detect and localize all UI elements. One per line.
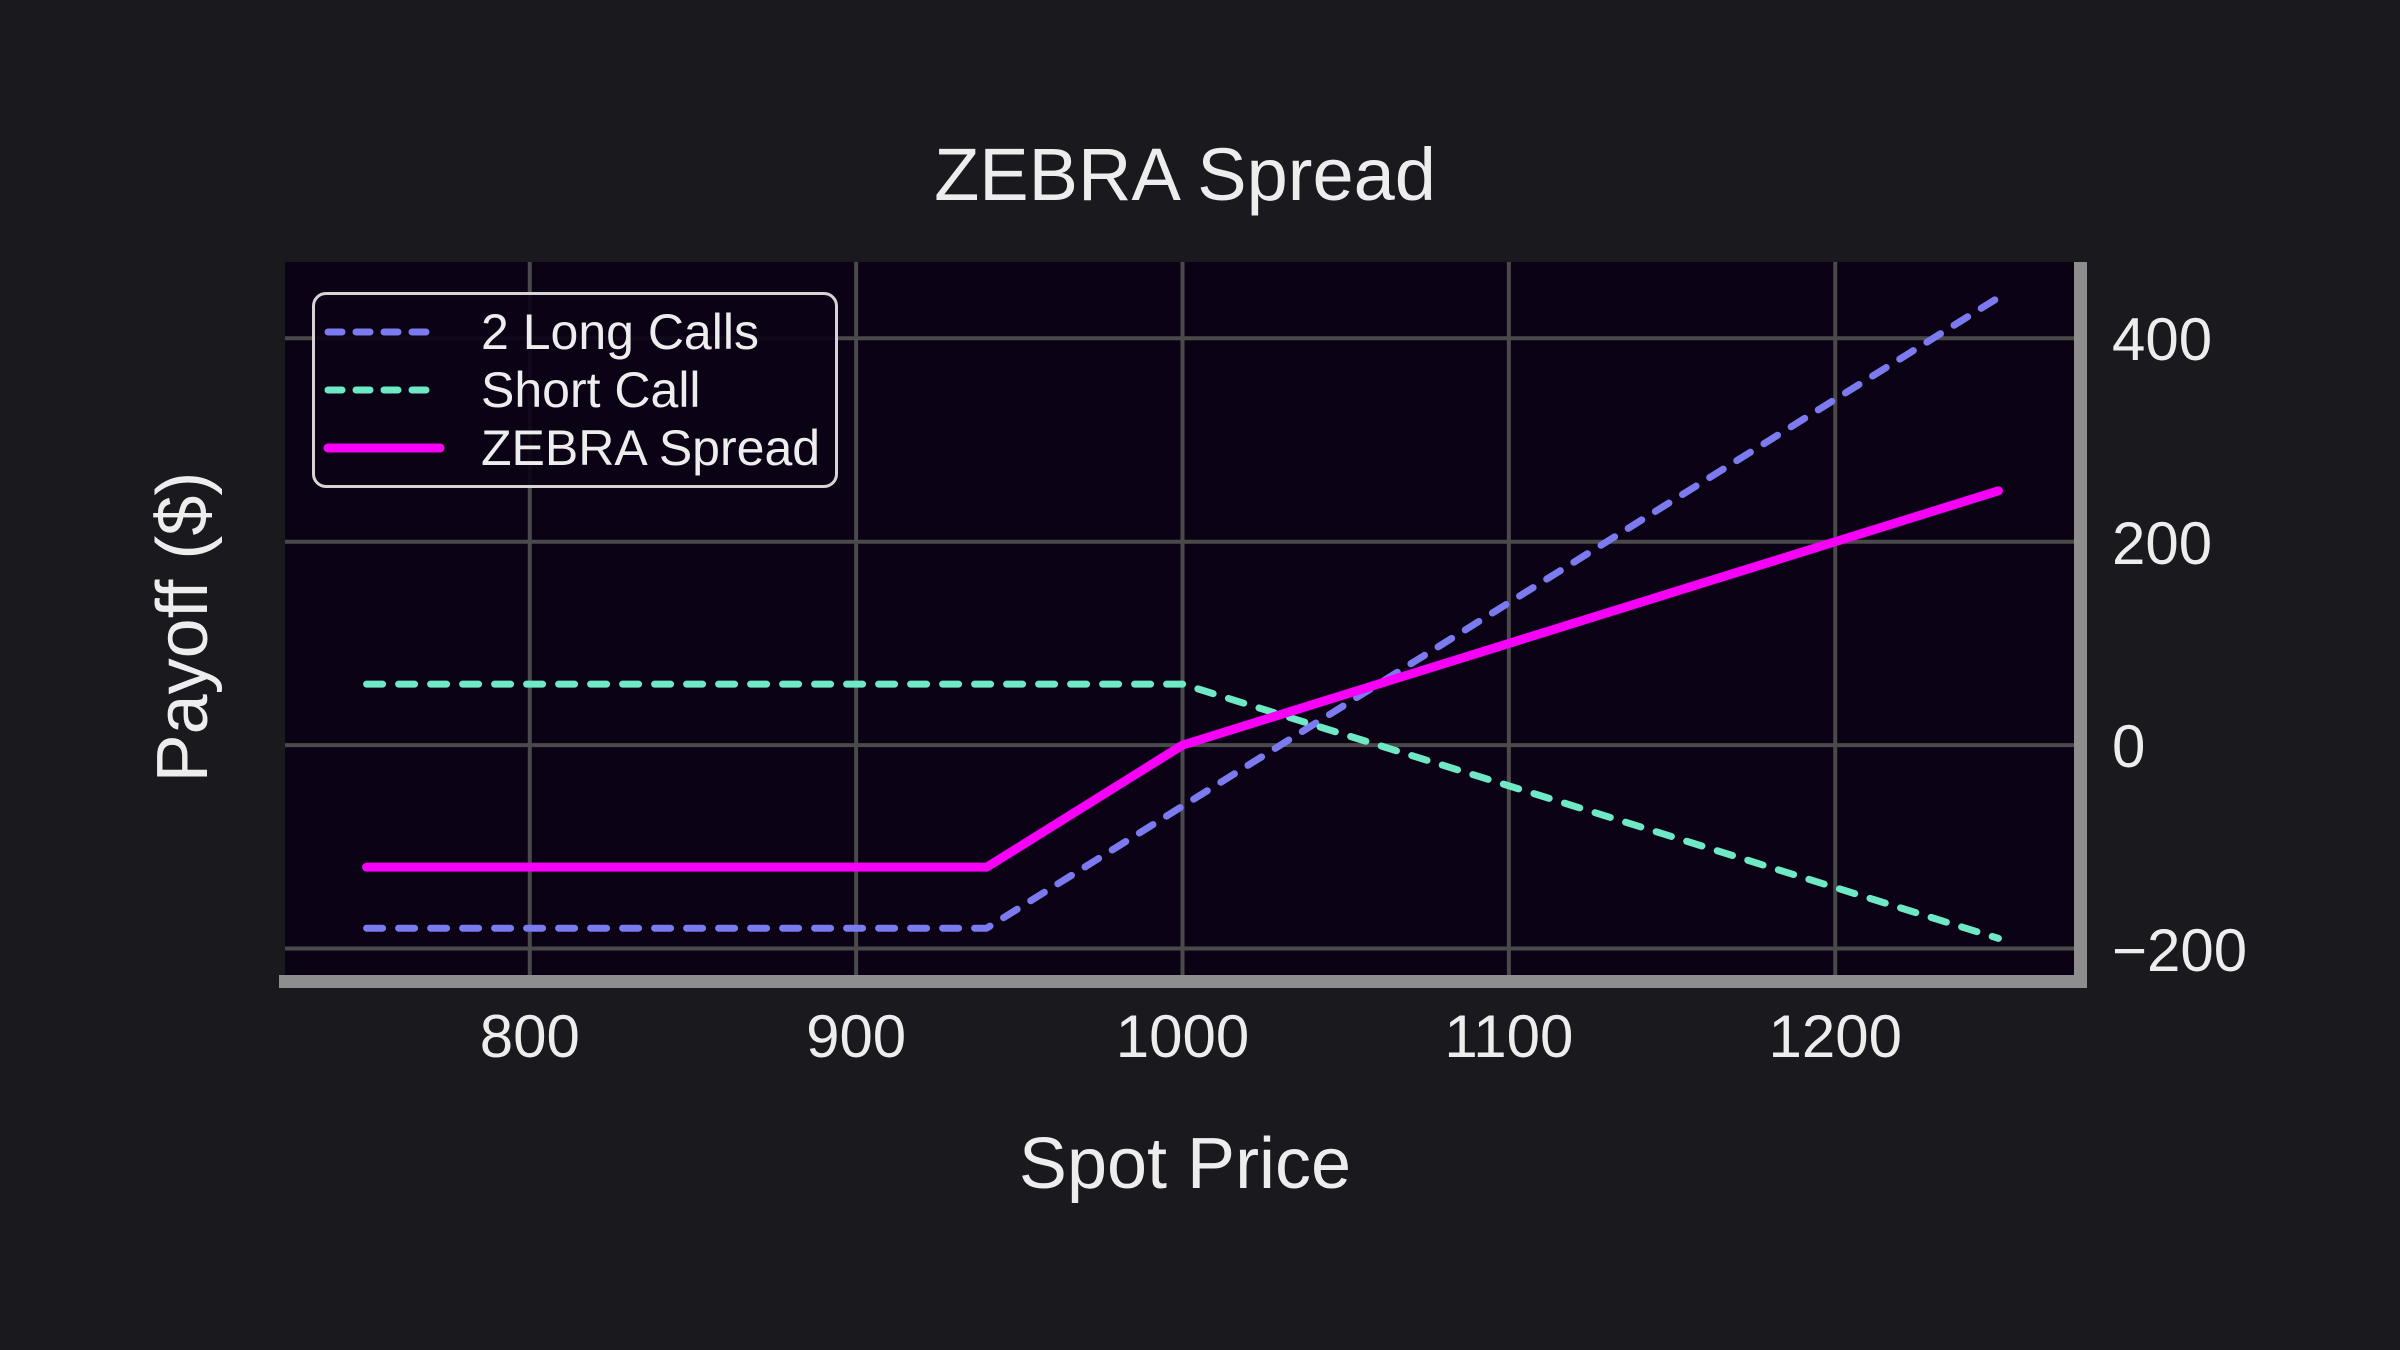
legend-swatch-dashed-line (324, 386, 444, 394)
legend-item: 2 Long Calls (323, 305, 821, 359)
legend-label: 2 Long Calls (481, 304, 759, 360)
legend-label: Short Call (481, 362, 701, 418)
legend-swatch-dashed-line (324, 328, 444, 336)
series-line-2 (362, 486, 2003, 872)
y-tick-label: −200 (2112, 916, 2248, 984)
gridlines (285, 262, 2074, 975)
payoff-lines (362, 294, 2003, 942)
x-tick-label: 1200 (1768, 1003, 1902, 1070)
legend-label: ZEBRA Spread (481, 420, 821, 476)
y-axis-label: Payoff ($) (143, 471, 223, 783)
x-tick-label: 800 (479, 1003, 580, 1070)
legend-item: ZEBRA Spread (323, 421, 821, 475)
x-tick-label: 900 (806, 1003, 907, 1070)
x-tick-label: 1100 (1444, 1003, 1574, 1070)
axis-spines (279, 262, 2087, 988)
y-tick-label: 400 (2112, 306, 2213, 374)
series-line-0 (363, 294, 2002, 932)
legend-box: 2 Long Calls Short Call ZEBRA Spread (312, 292, 838, 488)
y-tick-label: 200 (2112, 509, 2213, 577)
bottom-spine (279, 975, 2087, 988)
chart-title: ZEBRA Spread (934, 133, 1436, 216)
x-axis-label: Spot Price (1018, 1124, 1352, 1204)
x-tick-label: 1000 (1115, 1003, 1250, 1070)
y-tick-label: 0 (2112, 713, 2146, 781)
series-line-1 (363, 680, 2002, 942)
legend-item: Short Call (323, 363, 821, 417)
right-spine (2074, 262, 2087, 988)
legend-swatch-solid-line (323, 443, 445, 453)
